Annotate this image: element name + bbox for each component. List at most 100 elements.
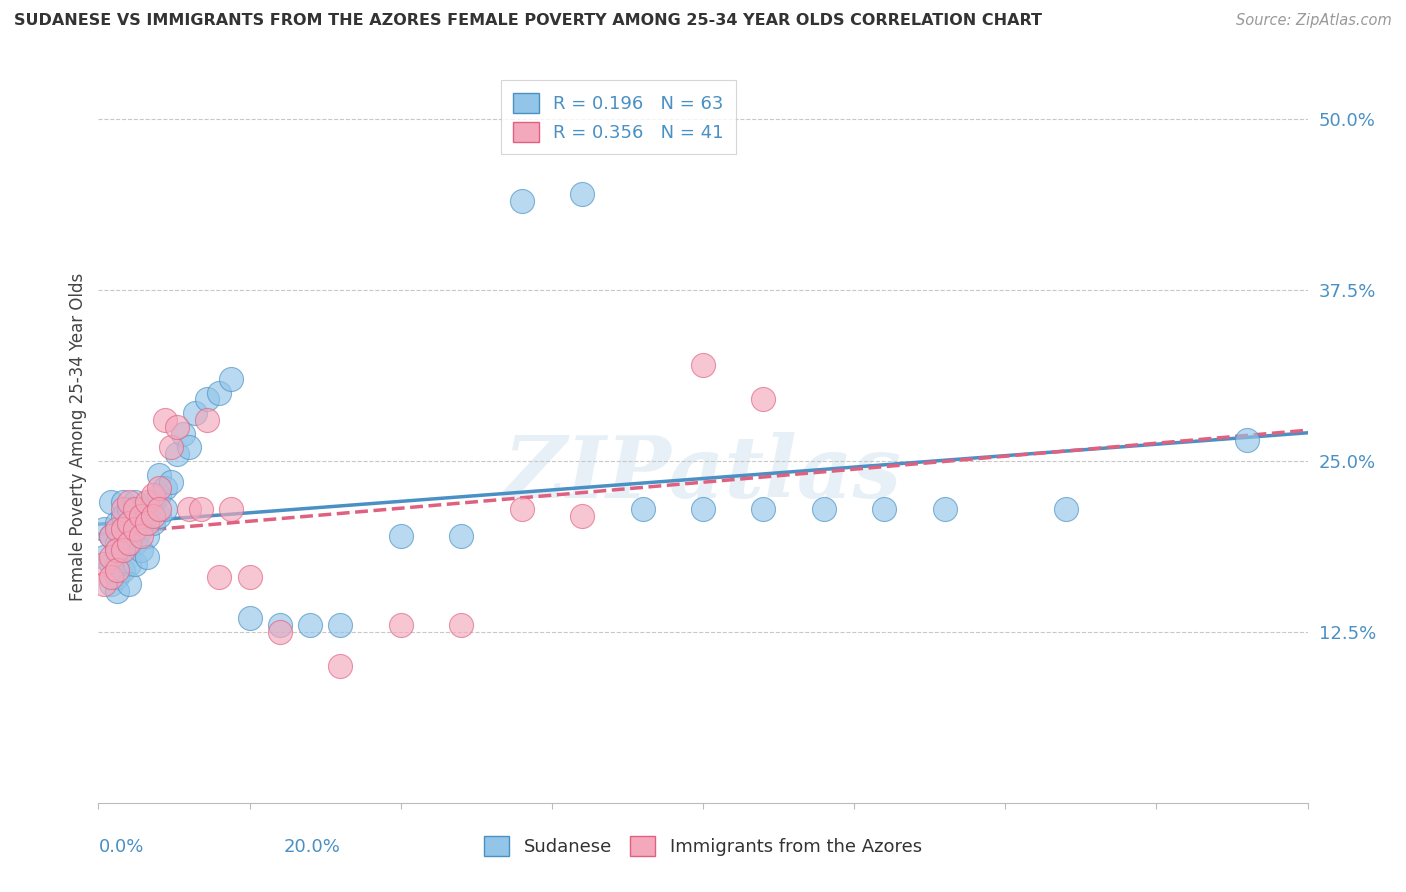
- Point: [105, 563, 128, 577]
- Legend: Sudanese, Immigrants from the Azores: Sudanese, Immigrants from the Azores: [474, 825, 932, 867]
- Point: [100, 495, 122, 509]
- Point: [389, 529, 412, 543]
- Point: [752, 501, 775, 516]
- Point: [100, 529, 122, 543]
- Point: [118, 495, 141, 509]
- Point: [93, 557, 115, 571]
- Point: [160, 440, 183, 454]
- Point: [450, 618, 472, 632]
- Point: [118, 557, 141, 571]
- Point: [172, 426, 194, 441]
- Point: [148, 508, 170, 523]
- Point: [105, 583, 128, 598]
- Text: SUDANESE VS IMMIGRANTS FROM THE AZORES FEMALE POVERTY AMONG 25-34 YEAR OLDS CORR: SUDANESE VS IMMIGRANTS FROM THE AZORES F…: [14, 13, 1042, 29]
- Point: [135, 549, 157, 564]
- Point: [111, 508, 134, 523]
- Point: [118, 577, 141, 591]
- Point: [100, 529, 122, 543]
- Point: [571, 508, 593, 523]
- Point: [111, 542, 134, 557]
- Point: [118, 536, 141, 550]
- Point: [93, 522, 115, 536]
- Point: [100, 549, 122, 564]
- Point: [752, 392, 775, 407]
- Point: [221, 501, 243, 516]
- Point: [631, 501, 654, 516]
- Point: [129, 529, 152, 543]
- Point: [153, 481, 176, 495]
- Point: [118, 536, 141, 550]
- Point: [135, 495, 157, 509]
- Point: [148, 488, 170, 502]
- Point: [221, 372, 243, 386]
- Point: [105, 542, 128, 557]
- Point: [118, 522, 141, 536]
- Point: [692, 501, 714, 516]
- Point: [124, 495, 146, 509]
- Point: [1236, 434, 1258, 448]
- Point: [124, 516, 146, 530]
- Point: [299, 618, 322, 632]
- Point: [208, 385, 231, 400]
- Point: [813, 501, 835, 516]
- Point: [166, 420, 188, 434]
- Point: [100, 577, 122, 591]
- Point: [129, 522, 152, 536]
- Point: [148, 501, 170, 516]
- Point: [195, 413, 218, 427]
- Point: [111, 542, 134, 557]
- Point: [153, 413, 176, 427]
- Point: [118, 516, 141, 530]
- Point: [269, 618, 291, 632]
- Point: [111, 522, 134, 536]
- Text: Source: ZipAtlas.com: Source: ZipAtlas.com: [1236, 13, 1392, 29]
- Point: [510, 194, 533, 209]
- Point: [389, 618, 412, 632]
- Point: [111, 563, 134, 577]
- Point: [135, 516, 157, 530]
- Point: [111, 501, 134, 516]
- Y-axis label: Female Poverty Among 25-34 Year Olds: Female Poverty Among 25-34 Year Olds: [69, 273, 87, 601]
- Point: [148, 467, 170, 482]
- Point: [190, 501, 212, 516]
- Point: [100, 557, 122, 571]
- Point: [124, 557, 146, 571]
- Point: [873, 501, 896, 516]
- Text: 20.0%: 20.0%: [284, 838, 340, 856]
- Point: [135, 529, 157, 543]
- Point: [166, 447, 188, 461]
- Point: [142, 516, 165, 530]
- Point: [329, 659, 352, 673]
- Point: [179, 501, 201, 516]
- Point: [142, 508, 165, 523]
- Point: [105, 516, 128, 530]
- Text: ZIPatlas: ZIPatlas: [503, 432, 903, 516]
- Point: [118, 501, 141, 516]
- Point: [692, 359, 714, 373]
- Point: [571, 187, 593, 202]
- Point: [111, 495, 134, 509]
- Point: [195, 392, 218, 407]
- Point: [934, 501, 956, 516]
- Point: [111, 522, 134, 536]
- Point: [129, 508, 152, 523]
- Point: [184, 406, 207, 420]
- Point: [135, 508, 157, 523]
- Point: [105, 542, 128, 557]
- Point: [153, 501, 176, 516]
- Point: [93, 549, 115, 564]
- Point: [179, 440, 201, 454]
- Point: [510, 501, 533, 516]
- Point: [124, 522, 146, 536]
- Point: [105, 557, 128, 571]
- Point: [105, 570, 128, 584]
- Point: [239, 570, 262, 584]
- Point: [208, 570, 231, 584]
- Point: [160, 475, 183, 489]
- Point: [148, 481, 170, 495]
- Point: [124, 501, 146, 516]
- Point: [129, 542, 152, 557]
- Point: [329, 618, 352, 632]
- Point: [105, 536, 128, 550]
- Point: [100, 570, 122, 584]
